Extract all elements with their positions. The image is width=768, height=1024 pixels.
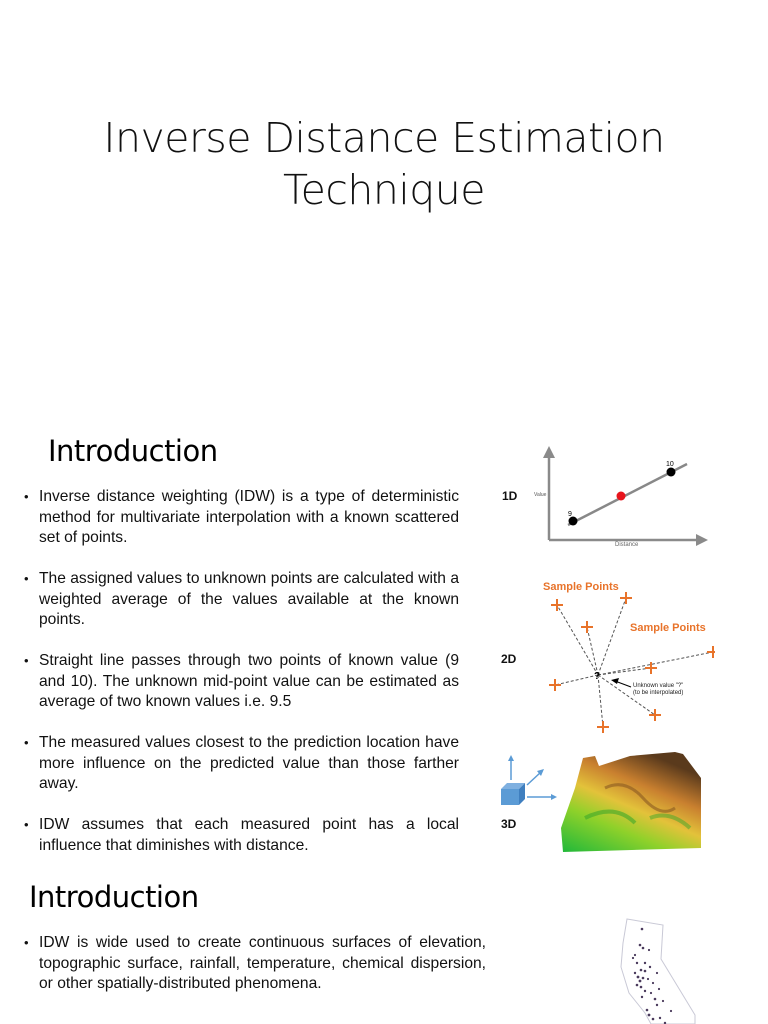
svg-text:Unknown value "?": Unknown value "?" <box>633 683 683 689</box>
bullet-item: IDW assumes that each measured point has… <box>22 815 459 856</box>
slide-title: Inverse Distance Estimation Technique <box>0 112 768 216</box>
svg-text:9: 9 <box>568 511 572 518</box>
label-2d: 2D <box>501 652 517 666</box>
figure-california-map <box>620 918 696 1024</box>
title-line-1: Inverse Distance Estimation <box>103 114 665 162</box>
bullet-item: The measured values closest to the predi… <box>22 733 459 795</box>
svg-text:(to be interpolated): (to be interpolated) <box>633 690 683 696</box>
figure-3d-terrain-surface <box>561 752 701 852</box>
svg-text:10: 10 <box>666 461 674 468</box>
svg-text:Sample Points: Sample Points <box>630 622 706 634</box>
svg-text:Sample Points: Sample Points <box>543 581 619 593</box>
bullet-list-2: IDW is wide used to create continuous su… <box>22 933 486 1015</box>
svg-text:Value: Value <box>534 492 547 498</box>
label-1d: 1D <box>502 489 518 503</box>
figure-1d-line: 9 10 Value Distance <box>534 446 708 548</box>
svg-text:?: ? <box>594 671 600 682</box>
bullet-item: Straight line passes through two points … <box>22 651 459 713</box>
section-heading-2: Introduction <box>29 880 199 914</box>
figure-3d-axes-cube <box>501 755 557 805</box>
bullet-item: The assigned values to unknown points ar… <box>22 569 459 631</box>
bullet-item: Inverse distance weighting (IDW) is a ty… <box>22 487 459 549</box>
title-line-2: Technique <box>283 166 485 214</box>
svg-text:Distance: Distance <box>615 542 639 548</box>
bullet-list: Inverse distance weighting (IDW) is a ty… <box>22 487 459 877</box>
section-heading: Introduction <box>48 434 218 468</box>
label-3d: 3D <box>501 817 517 831</box>
bullet-item: IDW is wide used to create continuous su… <box>22 933 486 995</box>
figure-2d-sample-points: Sample Points Sample Points ? Unknown va… <box>543 581 715 733</box>
